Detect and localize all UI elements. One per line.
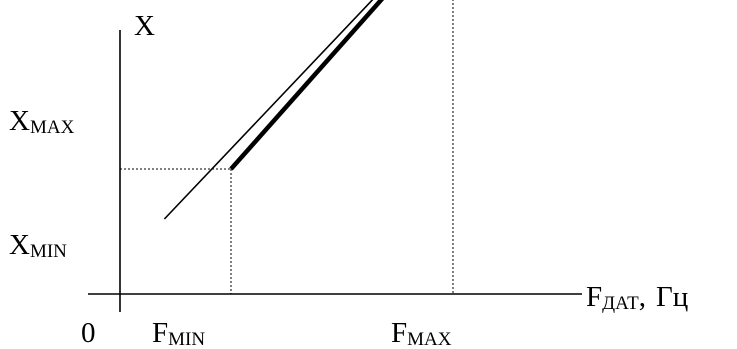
y-tick-label-xmin: XMIN <box>9 229 67 262</box>
origin-label: 0 <box>81 317 96 349</box>
x-axis-title-comma: , <box>639 281 646 313</box>
x-axis-title: FДАТ, Гц <box>586 281 688 314</box>
x-axis-title-subscript: ДАТ <box>602 293 639 314</box>
x-tick-label-fmax: FMAX <box>391 317 452 349</box>
y-tick-label-xmax: XMAX <box>9 105 75 138</box>
x-axis-title-unit: Гц <box>656 281 688 313</box>
x-axis-title-main: F <box>586 281 602 313</box>
working-range-segment <box>229 0 385 171</box>
y-axis-title: X <box>134 10 155 42</box>
x-tick-label-fmin: FMIN <box>152 317 205 349</box>
series-line <box>163 0 374 220</box>
